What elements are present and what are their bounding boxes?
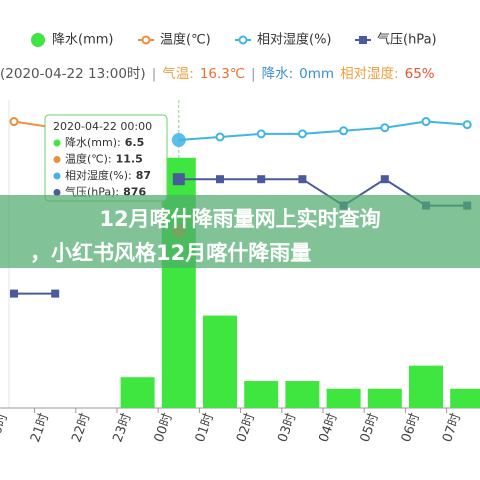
bar (367, 388, 402, 408)
banner: 12月喀什降雨量网上实时查询 ，小红书风格12月喀什降雨量 (0, 195, 480, 268)
banner-line: 12月喀什降雨量网上实时查询 (99, 207, 380, 231)
tooltip-value: 6.5 (125, 136, 145, 149)
legend-symbol (141, 35, 151, 45)
header-item: 65% (405, 66, 435, 82)
tooltip-row: 温度(℃): 11.5 (65, 152, 143, 166)
point (297, 129, 307, 139)
banner-line: ，小红书风格12月喀什降雨量 (30, 241, 311, 265)
tooltip-dot (53, 139, 61, 147)
tooltip-name: 相对湿度(%): (65, 168, 132, 182)
header-item: (2020-04-22 13:00时) (0, 66, 146, 82)
line (178, 120, 468, 142)
tooltip-value: 87 (136, 169, 151, 182)
header-item: 0mm (299, 66, 334, 82)
point (421, 117, 431, 127)
header-item: 气温: (162, 66, 194, 82)
point (51, 289, 60, 298)
point (298, 175, 307, 184)
x-tick-label: 20时 (0, 411, 11, 444)
point (256, 129, 266, 139)
tooltip: 2020-04-22 00:00 降水(mm): 6.5 温度(℃): 11.5 相对湿度… (44, 114, 168, 202)
tooltip-dot (53, 172, 61, 180)
header-text: (2020-04-22 13:00时) | 气温: 16.3℃ | 降水: 0mm 相对湿度:… (0, 66, 435, 82)
point (10, 289, 18, 298)
bar (244, 381, 279, 408)
point (216, 175, 224, 184)
point (380, 123, 390, 133)
header-item: 降水: (262, 66, 294, 82)
header-item: | (251, 66, 256, 82)
tooltip-title: 2020-04-22 00:00 (53, 120, 152, 133)
legend-label: 气压(hPa) (377, 32, 437, 48)
header-item: 相对湿度: (340, 66, 399, 82)
point (257, 175, 266, 184)
header-item: 16.3℃ (200, 66, 245, 82)
point (380, 175, 389, 184)
tooltip-value: 11.5 (116, 153, 143, 166)
tooltip-row: 相对湿度(%): 87 (65, 168, 151, 182)
point (9, 117, 19, 127)
point (339, 126, 349, 136)
bar (326, 388, 361, 408)
legend-label: 相对湿度(%) (257, 32, 332, 48)
legend-symbol (359, 36, 367, 44)
tooltip-name: 降水(mm): (65, 135, 121, 149)
point (215, 132, 225, 142)
point (171, 133, 186, 148)
bar (285, 381, 320, 408)
tooltip-dot (53, 189, 61, 196)
point (172, 173, 185, 186)
tooltip-row: 降水(mm): 6.5 (65, 135, 144, 149)
bar (409, 365, 443, 408)
bar (120, 377, 155, 408)
legend: 降水(mm) 温度(℃) 相对湿度(%) 气压(hPa) (31, 32, 437, 48)
header: (2020-04-22 13:00时) | 气温: 16.3℃ | 降水: 0mm 相对湿度:… (0, 66, 435, 82)
point (462, 120, 472, 130)
legend-label: 降水(mm) (52, 33, 113, 48)
header-item: | (152, 66, 157, 82)
legend-symbol (31, 33, 45, 47)
bar (450, 388, 480, 408)
bar (203, 315, 237, 408)
legend-label: 温度(℃) (160, 32, 211, 48)
tooltip-name: 温度(℃): (65, 152, 112, 166)
legend-symbol (238, 35, 248, 45)
tooltip-dot (53, 156, 61, 163)
banner-band (0, 195, 480, 268)
